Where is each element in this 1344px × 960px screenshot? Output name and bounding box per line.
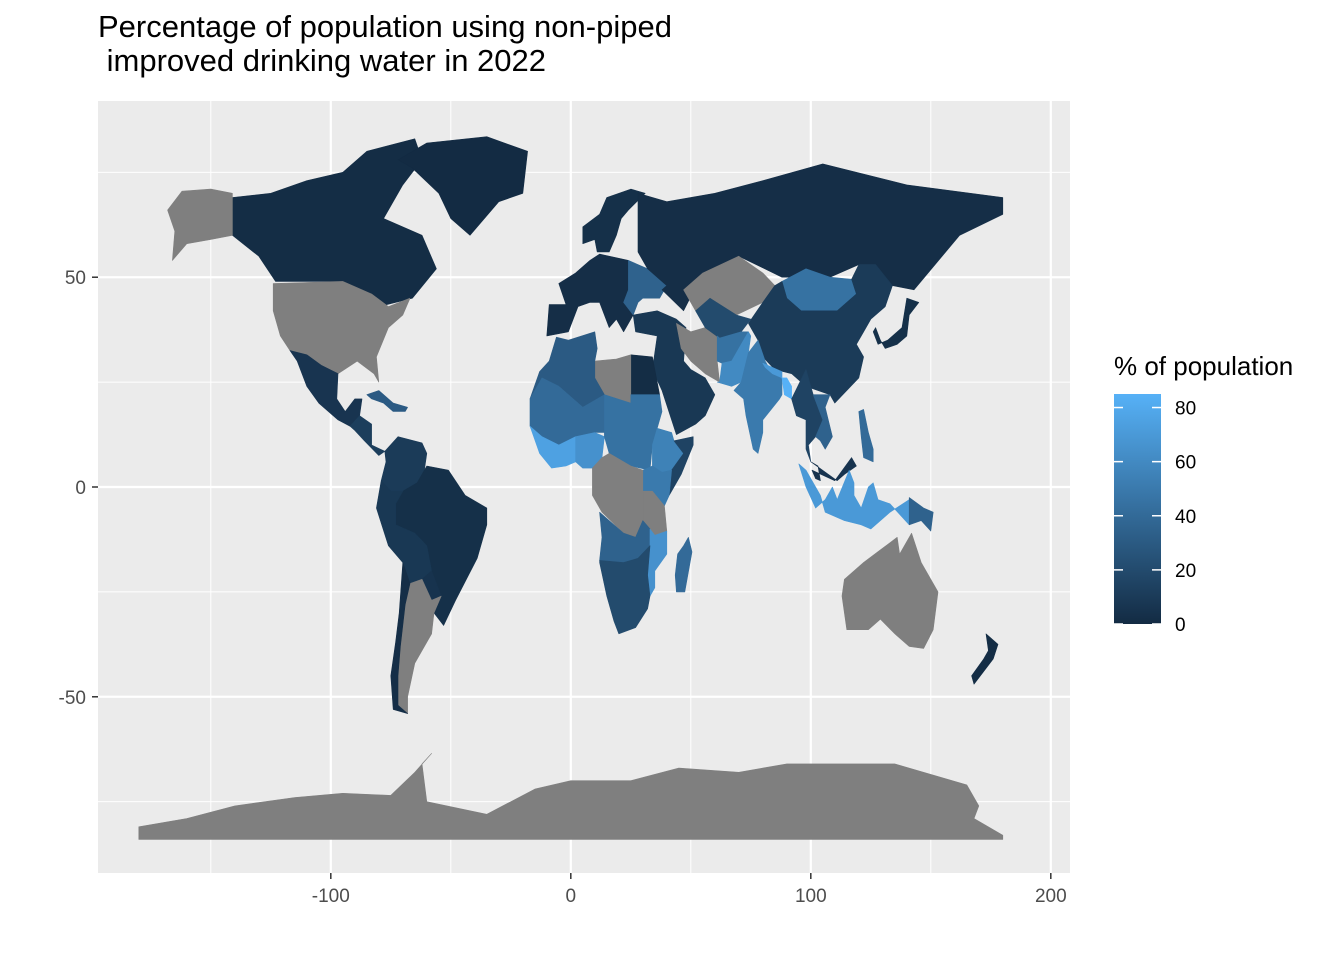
region-new-zealand: [971, 633, 999, 685]
region-malaysia: [810, 457, 857, 481]
region-pakistan: [716, 331, 752, 387]
x-tick-label: 200: [1035, 886, 1067, 907]
legend-colorbar: [1114, 394, 1161, 624]
y-tick-label: -50: [59, 688, 86, 709]
region-myanmar-thailand: [791, 369, 824, 463]
y-tick-label: 0: [75, 478, 86, 499]
region-greenland: [397, 136, 528, 236]
region-australia: [841, 532, 939, 649]
x-tick-label: 0: [566, 886, 577, 907]
map-regions: [138, 136, 1004, 840]
legend-tick-label: 20: [1175, 561, 1196, 582]
region-alaska: [167, 188, 233, 261]
region-japan-korea: [872, 297, 920, 349]
axes: -100 0 100 200 -50 0 50: [59, 268, 1067, 907]
region-papua-new-guinea: [908, 497, 934, 532]
legend-tick-label: 40: [1175, 507, 1196, 528]
x-tick-label: -100: [312, 886, 350, 907]
legend-ticks: 0 20 40 60 80: [1114, 399, 1196, 636]
region-canada: [232, 138, 437, 307]
region-vietnam-laos-cambodia: [812, 394, 833, 450]
legend-title: % of population: [1114, 351, 1293, 381]
legend-tick-label: 0: [1175, 615, 1186, 636]
region-nigeria: [575, 432, 605, 469]
region-madagascar: [674, 537, 693, 593]
region-middle-east: [632, 310, 716, 435]
legend: % of population 0 20 40 60 80: [1114, 351, 1293, 636]
y-tick-label: 50: [65, 268, 86, 289]
chart-title: Percentage of population using non-piped…: [98, 9, 672, 78]
legend-tick-label: 80: [1175, 399, 1196, 420]
region-scandinavia: [582, 188, 646, 253]
region-antarctica: [138, 753, 1004, 840]
region-iran: [676, 323, 720, 383]
region-mexico: [289, 350, 363, 427]
region-caribbean: [366, 390, 408, 412]
legend-tick-label: 60: [1175, 453, 1196, 474]
region-philippines: [858, 409, 874, 463]
region-india: [733, 339, 783, 454]
region-andean-countries: [376, 480, 432, 584]
x-tick-label: 100: [795, 886, 827, 907]
region-indonesia: [798, 463, 910, 530]
region-central-asia: [695, 297, 752, 339]
region-chile: [390, 562, 411, 714]
region-china: [748, 264, 893, 404]
region-southern-africa: [599, 545, 651, 635]
region-bangladesh: [781, 377, 792, 400]
region-united-states: [272, 281, 411, 383]
